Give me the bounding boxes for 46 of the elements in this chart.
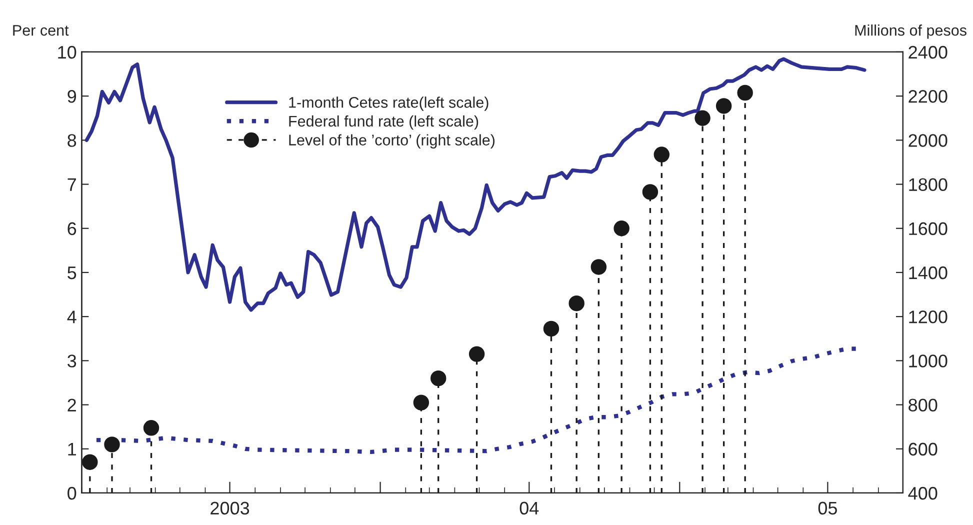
x-tick-label: 04 [520, 502, 539, 515]
y-axis-title: Per cent [13, 25, 69, 36]
y2-tick-label: 2000 [908, 134, 948, 147]
y2-tick-label: 1600 [909, 222, 948, 236]
line-series [84, 57, 866, 312]
point [590, 259, 607, 275]
y2-tick-label: 1000 [909, 354, 948, 368]
point [568, 295, 584, 312]
y2-tick-label: 1200 [909, 310, 948, 324]
point [642, 184, 658, 200]
point [716, 98, 732, 114]
point [413, 394, 430, 410]
legend-label: Federal fund rate (left scale) [289, 115, 478, 130]
y2-tick-label: 2200 [908, 90, 948, 103]
y2-axis-title: Millions of pesos [855, 24, 966, 39]
legend-label: 1-month Cetes rate(left scale) [289, 96, 488, 111]
point [614, 220, 630, 236]
point [430, 370, 446, 386]
point [468, 346, 485, 362]
y-tick-label: 6 [68, 222, 76, 236]
point [737, 84, 753, 101]
y2-tick-label: 800 [908, 398, 938, 412]
y-tick-label: 9 [68, 90, 76, 103]
y-tick-label: 1 [68, 442, 76, 456]
y2-tick-label: 1800 [909, 178, 948, 191]
point [654, 146, 670, 162]
point [543, 320, 560, 337]
y-tick-label: 5 [68, 266, 76, 280]
legend-label: Level of the ’corto’ (right scale) [289, 134, 495, 148]
point [104, 436, 120, 452]
x-tick-label: 2003 [210, 502, 250, 515]
y-tick-label: 2 [68, 398, 76, 412]
y-tick-label: 0 [68, 486, 76, 500]
y2-tick-label: 1400 [909, 266, 948, 280]
y2-tick-label: 2400 [908, 46, 948, 59]
y2-tick-label: 400 [908, 486, 938, 500]
y-tick-label: 3 [68, 354, 76, 368]
point [694, 110, 710, 126]
point [82, 454, 98, 470]
y-tick-label: 8 [68, 134, 76, 147]
y-tick-label: 10 [58, 46, 76, 59]
y-tick-label: 7 [68, 178, 76, 191]
y-tick-label: 4 [67, 310, 76, 324]
y2-tick-label: 600 [908, 442, 938, 456]
x-tick-label: 05 [818, 502, 837, 515]
point [143, 420, 160, 436]
